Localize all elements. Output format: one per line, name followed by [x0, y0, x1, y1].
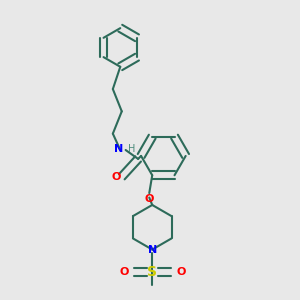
Text: O: O — [119, 267, 128, 277]
Text: O: O — [112, 172, 121, 182]
Text: H: H — [128, 144, 135, 154]
Text: O: O — [145, 194, 154, 204]
Text: O: O — [176, 267, 185, 277]
Text: S: S — [147, 265, 157, 279]
Text: N: N — [114, 144, 123, 154]
Text: N: N — [148, 244, 157, 255]
